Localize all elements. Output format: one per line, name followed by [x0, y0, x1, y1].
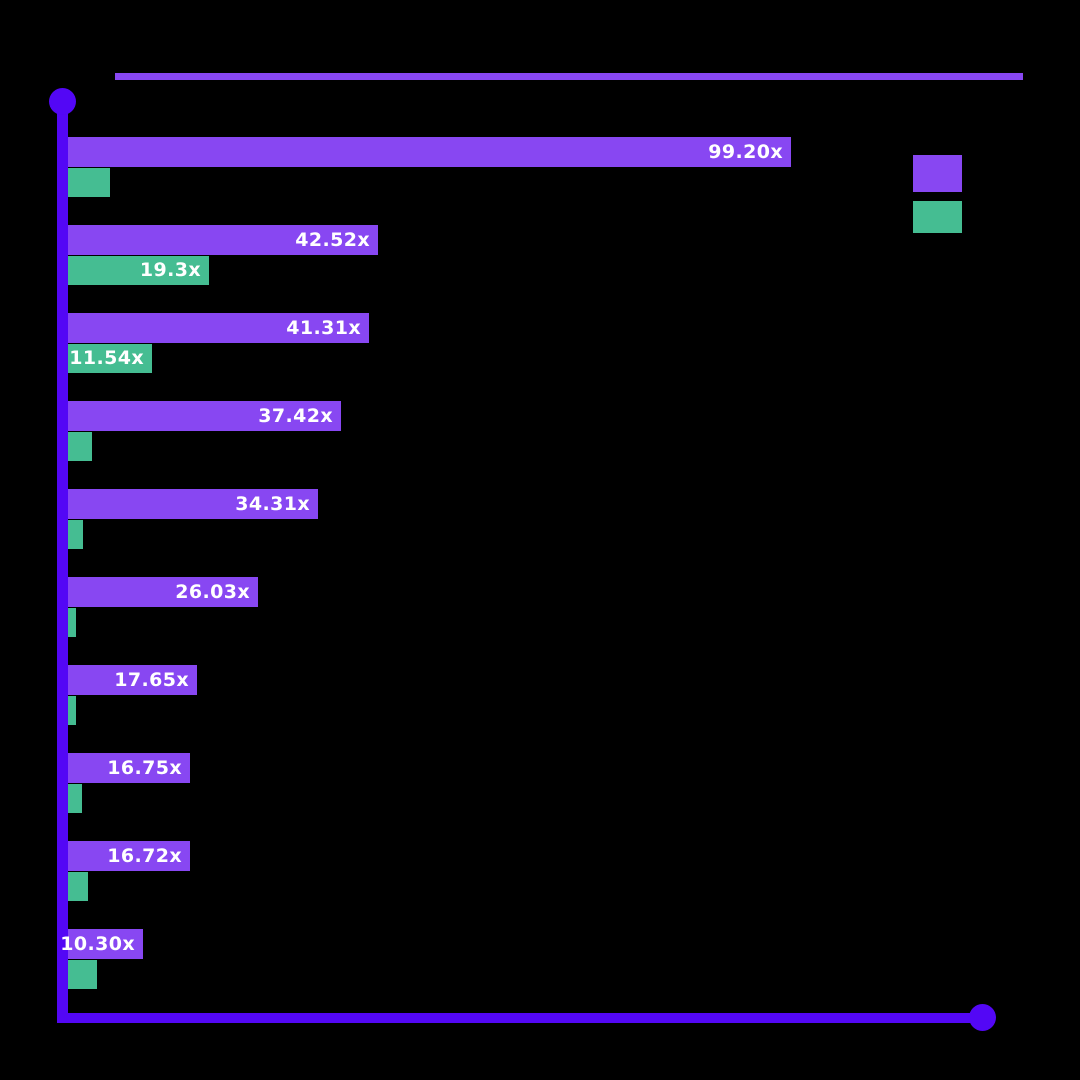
y-axis: [57, 101, 68, 1023]
green-bar: [68, 784, 82, 813]
bar-value-label: 19.3x: [139, 259, 201, 281]
legend-swatch-green-icon: [913, 201, 962, 233]
title-underline: [115, 73, 1023, 80]
purple-bar: 10.30x: [60, 929, 143, 959]
bar-value-label: 41.31x: [286, 316, 361, 339]
purple-bar: 34.31x: [68, 489, 318, 519]
green-bar: [68, 960, 97, 989]
green-bar: [68, 432, 92, 461]
bar-value-label: 26.03x: [175, 580, 250, 603]
purple-bar: 16.75x: [68, 753, 190, 783]
x-axis: [57, 1013, 990, 1023]
purple-bar: 16.72x: [68, 841, 190, 871]
legend-swatch-purple-icon: [913, 155, 962, 192]
green-bar: [68, 872, 88, 901]
x-axis-endpoint-dot: [969, 1004, 996, 1031]
green-bar: [68, 696, 76, 725]
bar-value-label: 34.31x: [235, 492, 310, 515]
bar-value-label: 16.75x: [107, 756, 182, 779]
green-bar: 19.3x: [68, 256, 209, 285]
bar-value-label: 17.65x: [114, 668, 189, 691]
y-axis-endpoint-dot: [49, 88, 76, 115]
green-bar: [68, 608, 76, 637]
bar-value-label: 37.42x: [258, 404, 333, 427]
bar-value-label: 42.52x: [295, 228, 370, 251]
green-bar: [68, 520, 83, 549]
green-bar: 11.54x: [68, 344, 152, 373]
purple-bar: 26.03x: [68, 577, 258, 607]
green-bar: [68, 168, 110, 197]
bar-value-label: 10.30x: [60, 932, 135, 955]
purple-bar: 41.31x: [68, 313, 369, 343]
purple-bar: 42.52x: [68, 225, 378, 255]
bar-value-label: 99.20x: [708, 140, 783, 163]
bar-value-label: 11.54x: [69, 347, 144, 369]
bar-value-label: 16.72x: [107, 844, 182, 867]
purple-bar: 37.42x: [68, 401, 341, 431]
purple-bar: 99.20x: [68, 137, 791, 167]
purple-bar: 17.65x: [68, 665, 197, 695]
